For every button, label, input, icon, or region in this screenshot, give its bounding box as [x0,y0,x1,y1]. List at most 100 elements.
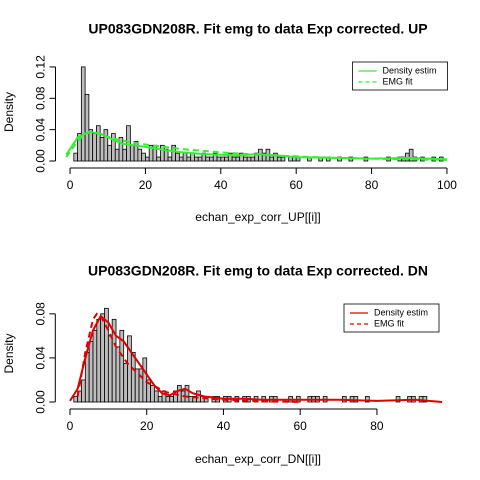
y-axis-label: Density [2,92,16,132]
histogram-bar [107,335,113,403]
y-tick-label: 0.00 [34,149,48,173]
histogram-bar [133,140,139,162]
histogram-bar [96,125,101,162]
y-tick-label: 0.00 [33,390,47,414]
histogram-bar [156,156,161,162]
histogram-bar [115,346,121,403]
y-tick-label: 0.04 [33,346,47,370]
x-tick-label: 80 [370,419,384,433]
chart-title: UP083GDN208R. Fit emg to data Exp correc… [88,263,428,279]
histogram-bar [169,396,174,403]
histogram-bar [123,363,128,403]
legend-label: Density estim [383,65,437,75]
histogram-bar [134,368,140,403]
histogram-bar [150,385,155,403]
histogram-bar [163,148,169,162]
histogram-bar [153,390,159,403]
y-tick-label: 0.12 [34,55,48,79]
histogram-bar [197,156,203,162]
x-tick-label: 20 [139,178,153,192]
histogram-bar [80,66,86,162]
histogram-bar [246,156,252,162]
x-tick-label: 60 [290,178,304,192]
histogram-bar [107,144,112,162]
histogram-bar [88,129,94,162]
histogram-bar [175,152,180,162]
histogram-bar [178,156,184,162]
histogram-bar [157,396,163,403]
y-tick-label: 0.04 [34,118,48,142]
histogram-bar [142,357,148,403]
chart-title: UP083GDN208R. Fit emg to data Exp correc… [88,21,427,37]
histogram-bar [111,133,116,162]
histogram-bar [127,335,132,403]
histogram-bar [84,351,90,403]
histogram-bar [186,156,192,162]
histogram-bar [84,93,90,162]
x-tick-label: 20 [140,419,154,433]
histogram-bar [182,152,188,162]
histogram-bar [209,156,214,162]
histogram-bar [422,396,428,403]
histogram-bar [100,313,105,403]
histogram-bar [145,156,150,162]
x-tick-label: 80 [365,178,379,192]
histogram-bar [165,396,171,403]
x-axis-label: echan_exp_corr_UP[[i]] [195,210,320,224]
legend-label: EMG fit [383,76,414,86]
histogram-bar [129,144,135,162]
legend-box [343,303,440,333]
histogram-bar [92,133,97,162]
histogram-bar [216,156,222,162]
histogram-bar [194,156,199,162]
histogram-bar [81,379,86,403]
x-tick-label: 0 [67,419,74,433]
histogram-bar [276,156,282,162]
histogram-bar [99,137,105,162]
histogram-bar [184,385,190,403]
histogram-bar [130,351,136,403]
histogram-bar [231,156,237,162]
histogram-bar [408,148,414,162]
histogram-bar [118,137,124,162]
histogram-bar [177,385,182,403]
x-axis-label: echan_exp_corr_DN[[i]] [195,452,321,466]
histogram-bar [167,156,173,162]
histogram-bar [141,152,146,162]
histogram-bar [73,152,78,162]
x-tick-label: 40 [217,419,231,433]
histogram-bar [269,156,274,162]
x-tick-label: 0 [67,178,74,192]
x-tick-label: 60 [294,419,308,433]
histogram-bar [220,156,225,162]
histogram-bar [73,396,79,403]
histogram-bar [96,318,102,403]
histogram-bar [280,156,286,162]
histogram-bar [205,156,210,162]
histogram-bar [188,396,194,403]
legend-label: Density estim [374,307,428,317]
y-axis-label: Density [2,333,16,373]
histogram-bar [196,390,201,403]
histogram-bar [92,329,98,403]
histogram-bar [224,156,229,162]
x-tick-label: 100 [437,178,457,192]
histogram-bar [137,148,143,162]
x-tick-label: 40 [214,178,228,192]
histogram-bar [235,156,241,162]
y-tick-label: 0.08 [34,86,48,110]
density-line [76,312,301,403]
histogram-bar [103,129,109,162]
histogram-bar [88,340,94,403]
density-line [65,130,447,161]
histogram-bar [243,156,248,162]
histogram-bar [122,148,127,162]
histogram-bar [365,396,370,403]
legend-box [352,61,448,91]
histogram-bar [114,148,120,162]
y-tick-label: 0.08 [33,302,47,326]
histogram-bar [250,156,256,162]
legend-label: EMG fit [374,318,405,328]
histogram-bar [190,152,195,162]
